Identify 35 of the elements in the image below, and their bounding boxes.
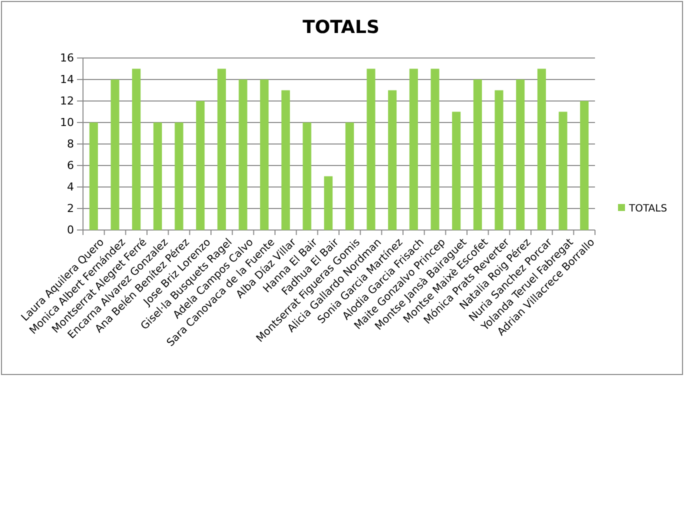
y-tick-label: 4 [67, 180, 74, 194]
bar [324, 176, 333, 230]
bar [516, 80, 525, 230]
bar [174, 122, 184, 230]
y-tick-label: 0 [67, 224, 74, 237]
bar [494, 90, 504, 230]
y-tick-label: 2 [67, 202, 74, 216]
bar [580, 101, 589, 230]
bar [217, 68, 226, 230]
bar [409, 68, 418, 230]
y-tick-label: 6 [67, 159, 74, 172]
y-tick-label: 10 [60, 116, 74, 130]
y-tick-label: 8 [67, 138, 74, 151]
bar [558, 112, 568, 230]
legend-label: TOTALS [628, 204, 668, 214]
bar [89, 122, 98, 230]
bar [366, 68, 376, 230]
bar [537, 68, 546, 230]
bar [153, 122, 162, 230]
bar [452, 112, 461, 230]
bar [238, 80, 248, 230]
y-tick-label: 14 [60, 73, 74, 86]
bar [110, 80, 120, 230]
bar [196, 101, 205, 230]
bar [302, 122, 312, 230]
bar [345, 122, 354, 230]
bar [473, 80, 482, 230]
y-tick-label: 12 [60, 94, 74, 108]
bar [281, 90, 290, 230]
bar [430, 68, 440, 230]
bar [132, 68, 141, 230]
bar [388, 90, 397, 230]
y-tick-label: 16 [60, 52, 74, 65]
chart-title: TOTALS [302, 17, 380, 38]
bar [260, 80, 269, 230]
